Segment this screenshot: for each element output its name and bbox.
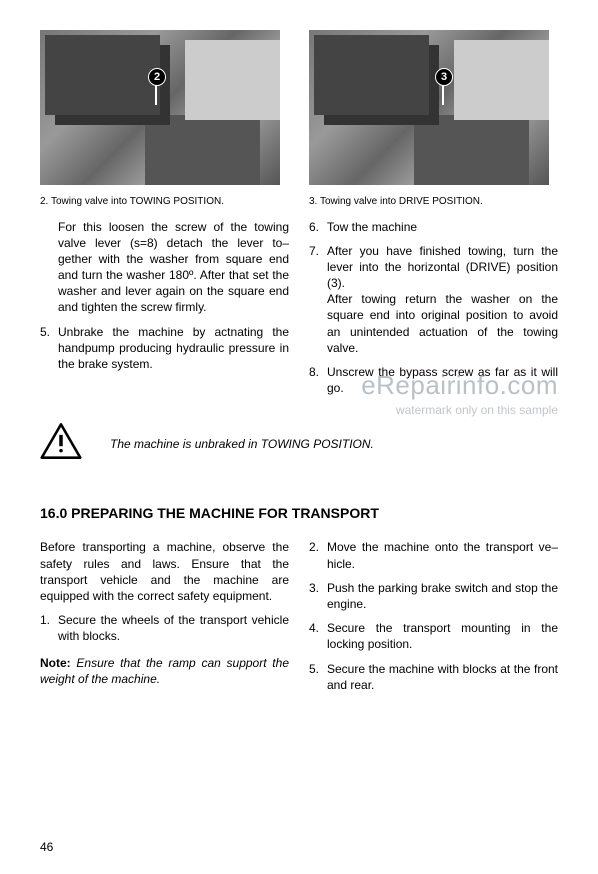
item-number: 3. bbox=[309, 580, 327, 612]
item-text: Secure the transport mounting in the loc… bbox=[327, 620, 558, 652]
item-text: Secure the wheels of the transport vehic… bbox=[58, 612, 289, 644]
item-text: Secure the machine with blocks at the fr… bbox=[327, 661, 558, 693]
item-text: Push the parking brake switch and stop t… bbox=[327, 580, 558, 612]
bottom-right-column: 2. Move the machine onto the transport v… bbox=[309, 539, 558, 693]
item-text: Unbrake the machine by actnating the han… bbox=[58, 324, 289, 373]
watermark-sub: watermark only on this sample bbox=[361, 403, 558, 417]
left-item-5: 5. Unbrake the machine by actnating the … bbox=[40, 324, 289, 373]
transport-intro: Before transporting a machine, observe t… bbox=[40, 539, 289, 604]
drive-position-photo: 3 bbox=[309, 30, 549, 185]
section-heading: 16.0 PREPARING THE MACHINE FOR TRANSPORT bbox=[40, 505, 558, 521]
note-label: Note: bbox=[40, 656, 71, 670]
note-body: Ensure that the ramp can support the wei… bbox=[40, 656, 289, 686]
right-item-7-cont: After towing return the washer on the sq… bbox=[327, 291, 558, 356]
item-number: 5. bbox=[40, 324, 58, 373]
callout-leader-line bbox=[442, 85, 444, 105]
page-number: 46 bbox=[40, 840, 53, 854]
item-number: 5. bbox=[309, 661, 327, 693]
item-number: 8. bbox=[309, 364, 327, 396]
item-text: Unscrew the bypass screw as far as it wi… bbox=[327, 364, 558, 396]
figure-caption-left: 2. Towing valve into TOWING POSITION. bbox=[40, 195, 289, 209]
bottom-item-2: 2. Move the machine onto the transport v… bbox=[309, 539, 558, 571]
callout-leader-line bbox=[155, 85, 157, 105]
item-number: 1. bbox=[40, 612, 58, 644]
right-item-8: 8. Unscrew the bypass screw as far as it… bbox=[309, 364, 558, 396]
caption-number: 3. bbox=[309, 196, 317, 207]
bottom-left-column: Before transporting a machine, observe t… bbox=[40, 539, 289, 693]
warning-triangle-icon bbox=[40, 422, 82, 465]
bottom-item-3: 3. Push the parking brake switch and sto… bbox=[309, 580, 558, 612]
top-columns: 2 2. Towing valve into TOWING POSITION. … bbox=[40, 30, 558, 396]
callout-label-2: 2 bbox=[148, 68, 166, 86]
warning-text: The machine is unbraked in TOWING POSITI… bbox=[110, 437, 374, 451]
caption-text: Towing valve into TOWING POSITION. bbox=[51, 196, 224, 207]
figure-caption-right: 3. Towing valve into DRIVE POSITION. bbox=[309, 195, 558, 209]
left-paragraph: For this loosen the screw of the towing … bbox=[58, 219, 289, 316]
right-column: 3 3. Towing valve into DRIVE POSITION. 6… bbox=[309, 30, 558, 396]
item-number: 7. bbox=[309, 243, 327, 292]
bottom-item-1: 1. Secure the wheels of the transport ve… bbox=[40, 612, 289, 644]
caption-number: 2. bbox=[40, 196, 48, 207]
caption-text: Towing valve into DRIVE POSITION. bbox=[320, 196, 483, 207]
item-number: 4. bbox=[309, 620, 327, 652]
item-text: After you have finished towing, turn the… bbox=[327, 243, 558, 292]
item-text: Tow the machine bbox=[327, 219, 558, 235]
warning-row: The machine is unbraked in TOWING POSITI… bbox=[40, 422, 558, 465]
left-column: 2 2. Towing valve into TOWING POSITION. … bbox=[40, 30, 289, 396]
bottom-item-4: 4. Secure the transport mounting in the … bbox=[309, 620, 558, 652]
item-text: Move the machine onto the transport ve–h… bbox=[327, 539, 558, 571]
towing-position-photo: 2 bbox=[40, 30, 280, 185]
right-item-6: 6. Tow the machine bbox=[309, 219, 558, 235]
item-number: 6. bbox=[309, 219, 327, 235]
note-block: Note: Ensure that the ramp can support t… bbox=[40, 655, 289, 687]
right-item-7: 7. After you have finished towing, turn … bbox=[309, 243, 558, 292]
manual-page: 2 2. Towing valve into TOWING POSITION. … bbox=[0, 0, 598, 874]
callout-label-3: 3 bbox=[435, 68, 453, 86]
bottom-columns: Before transporting a machine, observe t… bbox=[40, 539, 558, 693]
item-number: 2. bbox=[309, 539, 327, 571]
bottom-item-5: 5. Secure the machine with blocks at the… bbox=[309, 661, 558, 693]
